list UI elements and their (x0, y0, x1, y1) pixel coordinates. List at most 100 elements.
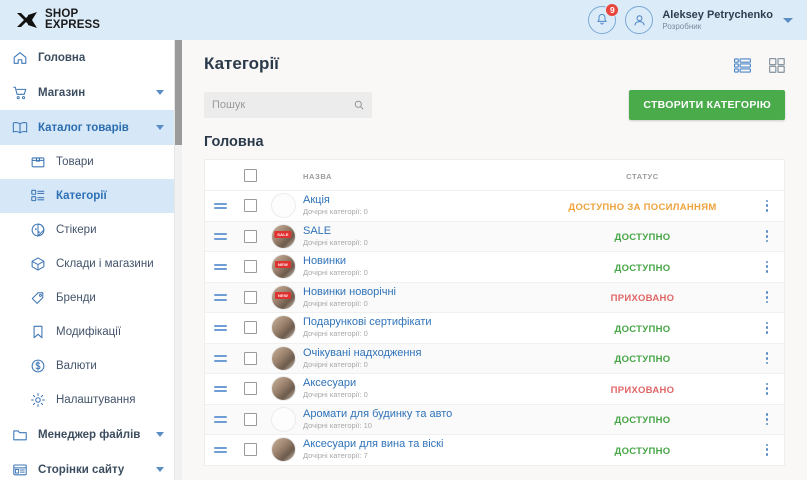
row-select-cell[interactable] (235, 199, 265, 213)
table-row[interactable]: Аромати для будинку та авто Дочірні кате… (205, 404, 784, 435)
category-name-link[interactable]: Подарункові сертифікати (303, 316, 432, 329)
search-box[interactable] (204, 92, 372, 118)
row-select-cell[interactable] (235, 229, 265, 243)
sidebar-item-модифікації[interactable]: Модифікації (0, 315, 174, 349)
table-row[interactable]: NEW Новинки Дочірні категорії: 0 ДОСТУПН… (205, 252, 784, 283)
drag-handle-icon[interactable] (213, 416, 227, 423)
row-checkbox[interactable] (243, 229, 257, 243)
row-checkbox[interactable] (243, 199, 257, 213)
notifications-button[interactable]: 9 (588, 3, 620, 34)
row-drag-handle[interactable] (205, 355, 235, 362)
drag-handle-icon[interactable] (213, 385, 227, 392)
row-drag-handle[interactable] (205, 263, 235, 270)
more-options-icon[interactable] (765, 260, 769, 273)
row-menu-button[interactable] (750, 443, 784, 456)
sidebar-item-сторінки-сайту[interactable]: Сторінки сайту (0, 452, 174, 480)
row-checkbox[interactable] (243, 443, 257, 457)
more-options-icon[interactable] (765, 199, 769, 212)
grid-view-icon[interactable] (768, 57, 785, 78)
drag-handle-icon[interactable] (213, 446, 227, 453)
row-checkbox[interactable] (243, 351, 257, 365)
table-row[interactable]: Акція Дочірні категорії: 0 ДОСТУПНО ЗА П… (205, 191, 784, 222)
sidebar-item-категорії[interactable]: Категорії (0, 179, 174, 213)
brand-logo[interactable]: SHOP EXPRESS (16, 8, 100, 31)
sidebar-item-стікери[interactable]: Стікери (0, 213, 174, 247)
chevron-down-icon[interactable] (156, 125, 164, 130)
category-name-link[interactable]: Аксесуари для вина та віскі (303, 438, 444, 451)
user-avatar[interactable] (625, 6, 654, 34)
list-view-icon[interactable] (733, 58, 751, 78)
more-options-icon[interactable] (765, 413, 769, 426)
category-name-link[interactable]: Аромати для будинку та авто (303, 407, 453, 420)
sidebar-item-каталог-товарів[interactable]: Каталог товарів (0, 110, 174, 145)
search-input[interactable] (212, 99, 354, 111)
table-row[interactable]: Очікувані надходження Дочірні категорії:… (205, 343, 784, 374)
drag-handle-icon[interactable] (213, 324, 227, 331)
more-options-icon[interactable] (765, 382, 769, 395)
row-select-cell[interactable] (235, 443, 265, 457)
row-checkbox[interactable] (243, 260, 257, 274)
more-options-icon[interactable] (765, 321, 769, 334)
row-checkbox[interactable] (243, 321, 257, 335)
select-all-cell[interactable] (235, 168, 265, 182)
row-menu-button[interactable] (750, 260, 784, 273)
row-checkbox[interactable] (243, 412, 257, 426)
row-menu-button[interactable] (750, 321, 784, 334)
row-menu-button[interactable] (750, 291, 784, 304)
category-name-link[interactable]: Новинки новорічні (303, 285, 396, 298)
row-checkbox[interactable] (243, 290, 257, 304)
category-name-link[interactable]: Новинки (303, 255, 347, 268)
category-name-link[interactable]: SALE (303, 224, 332, 237)
user-menu[interactable]: Aleksey Petrychenko Розробник (662, 9, 793, 32)
table-row[interactable]: NEW Новинки новорічні Дочірні категорії:… (205, 282, 784, 313)
more-options-icon[interactable] (765, 230, 769, 243)
sidebar-item-склади-і-магазини[interactable]: Склади і магазини (0, 247, 174, 281)
row-drag-handle[interactable] (205, 294, 235, 301)
row-drag-handle[interactable] (205, 202, 235, 209)
sidebar-item-налаштування[interactable]: Налаштування (0, 383, 174, 417)
table-row[interactable]: Аксесуари Дочірні категорії: 0 ПРИХОВАНО (205, 374, 784, 405)
sidebar-item-товари[interactable]: Товари (0, 145, 174, 179)
chevron-down-icon[interactable] (156, 90, 164, 95)
row-menu-button[interactable] (750, 199, 784, 212)
row-select-cell[interactable] (235, 321, 265, 335)
create-category-button[interactable]: СТВОРИТИ КАТЕГОРІЮ (629, 90, 785, 120)
drag-handle-icon[interactable] (213, 355, 227, 362)
row-select-cell[interactable] (235, 290, 265, 304)
row-drag-handle[interactable] (205, 233, 235, 240)
chevron-down-icon[interactable] (156, 432, 164, 437)
row-select-cell[interactable] (235, 260, 265, 274)
row-select-cell[interactable] (235, 382, 265, 396)
chevron-down-icon[interactable] (783, 17, 793, 23)
row-checkbox[interactable] (243, 382, 257, 396)
sidebar-item-головна[interactable]: Головна (0, 40, 174, 75)
select-all-checkbox[interactable] (243, 168, 257, 182)
row-select-cell[interactable] (235, 351, 265, 365)
category-name-link[interactable]: Аксесуари (303, 377, 357, 390)
more-options-icon[interactable] (765, 352, 769, 365)
row-drag-handle[interactable] (205, 385, 235, 392)
row-select-cell[interactable] (235, 412, 265, 426)
more-options-icon[interactable] (765, 291, 769, 304)
chevron-down-icon[interactable] (156, 467, 164, 472)
table-row[interactable]: Аксесуари для вина та віскі Дочірні кате… (205, 435, 784, 466)
sidebar-scrollbar[interactable] (175, 40, 182, 480)
row-menu-button[interactable] (750, 382, 784, 395)
drag-handle-icon[interactable] (213, 233, 227, 240)
drag-handle-icon[interactable] (213, 263, 227, 270)
row-drag-handle[interactable] (205, 324, 235, 331)
sidebar-item-валюти[interactable]: Валюти (0, 349, 174, 383)
scrollbar-thumb[interactable] (175, 40, 182, 145)
more-options-icon[interactable] (765, 443, 769, 456)
table-row[interactable]: Подарункові сертифікати Дочірні категорі… (205, 313, 784, 344)
row-menu-button[interactable] (750, 352, 784, 365)
category-name-link[interactable]: Очікувані надходження (303, 346, 422, 359)
sidebar-item-менеджер-файлів[interactable]: Менеджер файлів (0, 417, 174, 452)
sidebar-item-магазин[interactable]: Магазин (0, 75, 174, 110)
row-menu-button[interactable] (750, 230, 784, 243)
drag-handle-icon[interactable] (213, 202, 227, 209)
row-drag-handle[interactable] (205, 446, 235, 453)
category-name-link[interactable]: Акція (303, 194, 330, 207)
drag-handle-icon[interactable] (213, 294, 227, 301)
sidebar-item-бренди[interactable]: Бренди (0, 281, 174, 315)
